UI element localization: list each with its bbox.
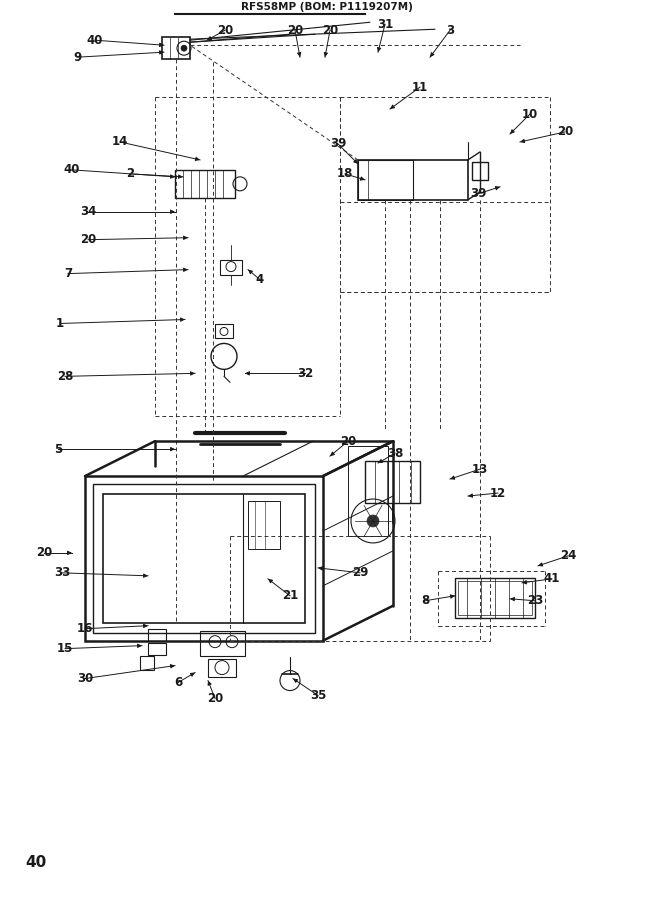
Bar xyxy=(85,476,323,641)
Text: 16: 16 xyxy=(77,622,93,635)
Text: 28: 28 xyxy=(57,370,73,382)
Text: 31: 31 xyxy=(377,18,393,31)
Circle shape xyxy=(367,515,379,527)
Text: 39: 39 xyxy=(470,187,486,201)
Bar xyxy=(215,325,233,338)
Text: 20: 20 xyxy=(322,23,338,37)
Bar xyxy=(175,170,235,198)
Text: 13: 13 xyxy=(472,463,488,475)
Text: 9: 9 xyxy=(74,50,82,64)
Bar xyxy=(162,37,190,59)
Bar xyxy=(365,461,420,503)
Text: 40: 40 xyxy=(87,33,103,47)
Text: 20: 20 xyxy=(557,125,573,139)
Bar xyxy=(208,659,236,677)
Bar xyxy=(358,160,468,200)
Text: 40: 40 xyxy=(25,855,46,869)
Bar xyxy=(148,629,166,641)
Bar xyxy=(248,501,280,549)
Bar xyxy=(148,643,166,654)
Bar xyxy=(93,484,315,633)
Bar xyxy=(458,580,532,615)
Bar xyxy=(200,631,245,655)
Text: 20: 20 xyxy=(287,23,303,37)
Text: 33: 33 xyxy=(54,566,70,580)
Text: 11: 11 xyxy=(412,81,428,94)
Text: 35: 35 xyxy=(310,689,326,702)
Bar xyxy=(472,162,488,180)
Text: 12: 12 xyxy=(490,487,506,500)
Text: 2: 2 xyxy=(126,167,134,180)
Text: 4: 4 xyxy=(256,273,264,286)
Bar xyxy=(358,160,413,200)
Text: 23: 23 xyxy=(527,594,543,608)
Text: 21: 21 xyxy=(282,590,298,602)
Text: 5: 5 xyxy=(54,443,62,455)
Text: 20: 20 xyxy=(207,692,223,705)
Text: 30: 30 xyxy=(77,672,93,685)
Circle shape xyxy=(181,45,187,51)
Text: 20: 20 xyxy=(80,233,96,247)
Text: 10: 10 xyxy=(522,107,538,121)
Text: 14: 14 xyxy=(112,135,128,148)
Text: 8: 8 xyxy=(421,594,429,608)
Bar xyxy=(103,494,305,623)
Bar xyxy=(455,578,535,617)
Text: 7: 7 xyxy=(64,267,72,280)
Text: 18: 18 xyxy=(337,167,353,180)
Text: 29: 29 xyxy=(352,566,368,580)
Text: 15: 15 xyxy=(57,642,73,655)
Text: 32: 32 xyxy=(297,367,313,380)
Text: 40: 40 xyxy=(64,164,80,176)
Text: 20: 20 xyxy=(217,23,233,37)
Bar xyxy=(220,259,242,274)
Text: 20: 20 xyxy=(36,546,52,560)
Text: 39: 39 xyxy=(330,138,346,150)
Bar xyxy=(140,655,154,670)
Bar xyxy=(348,446,388,536)
Text: 24: 24 xyxy=(560,549,576,562)
Text: 38: 38 xyxy=(387,446,403,460)
Text: 6: 6 xyxy=(174,676,182,689)
Text: 3: 3 xyxy=(446,23,454,37)
Text: RFS58MP (BOM: P1119207M): RFS58MP (BOM: P1119207M) xyxy=(241,3,413,13)
Text: 20: 20 xyxy=(340,435,356,447)
Text: 1: 1 xyxy=(56,317,64,330)
Text: 34: 34 xyxy=(80,205,96,219)
Text: 41: 41 xyxy=(544,572,560,585)
